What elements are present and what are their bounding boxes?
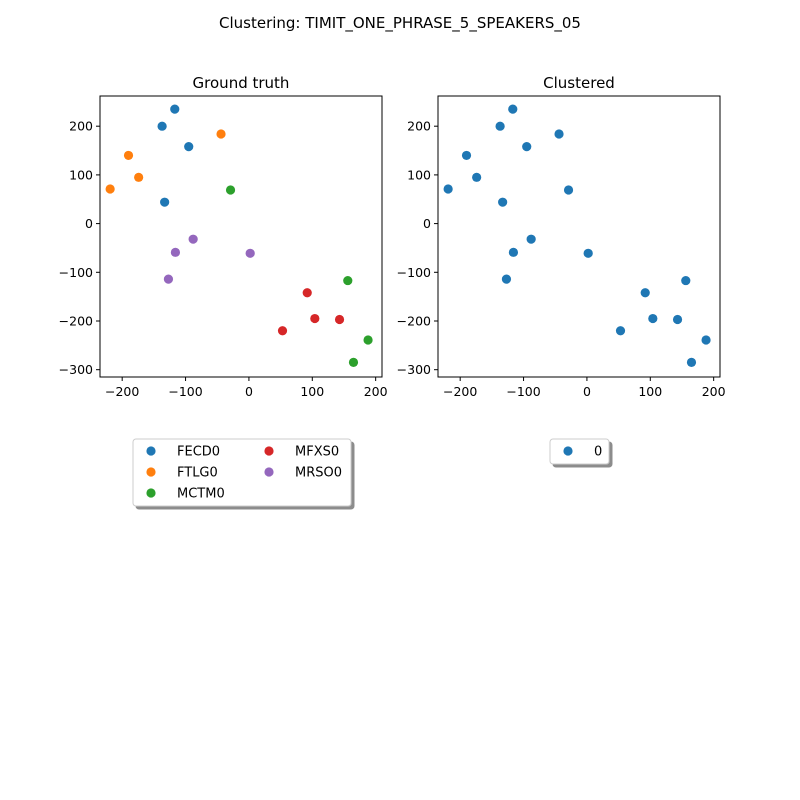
y-tick-label: 100 <box>407 167 431 182</box>
x-tick-label: −100 <box>506 384 540 399</box>
data-point <box>310 313 320 324</box>
data-point <box>640 288 650 298</box>
data-point <box>348 357 359 367</box>
y-tick-label: 200 <box>69 119 93 134</box>
legend-label: 0 <box>594 445 602 460</box>
data-point <box>686 357 697 367</box>
legend: 0 <box>549 438 610 465</box>
y-tick-label: −200 <box>59 313 93 328</box>
legend-marker <box>146 488 156 498</box>
legend-label: FECD0 <box>177 445 220 460</box>
data-point <box>170 247 181 257</box>
data-point <box>245 248 255 258</box>
data-point <box>563 185 574 195</box>
x-tick-label: 0 <box>245 384 253 399</box>
data-point <box>672 314 683 325</box>
y-tick-label: −100 <box>397 265 431 280</box>
y-tick-label: 0 <box>423 216 431 231</box>
axes-frame <box>437 95 721 378</box>
data-point <box>526 234 536 244</box>
figure-suptitle: Clustering: TIMIT_ONE_PHRASE_5_SPEAKERS_… <box>219 14 581 33</box>
legend-label: MRSO0 <box>295 466 342 481</box>
legend-marker <box>146 467 156 477</box>
y-tick-label: 200 <box>407 119 431 134</box>
data-point <box>170 104 180 114</box>
data-point <box>188 234 198 244</box>
data-point <box>508 247 519 257</box>
data-point <box>277 326 288 336</box>
data-point <box>472 172 482 182</box>
chart-title: Clustered <box>543 74 615 92</box>
data-point <box>522 142 532 152</box>
data-point <box>225 185 236 195</box>
data-point <box>648 313 658 324</box>
legend-label: MFXS0 <box>295 445 339 460</box>
data-point <box>583 248 593 258</box>
data-point <box>443 184 453 194</box>
x-tick-label: 100 <box>638 384 662 399</box>
data-point <box>343 275 353 286</box>
data-point <box>163 274 174 284</box>
data-point <box>681 275 691 286</box>
data-point <box>363 335 373 345</box>
x-tick-label: 0 <box>583 384 591 399</box>
axes-frame <box>99 95 383 378</box>
data-point <box>134 172 144 182</box>
data-point <box>508 104 518 114</box>
data-point <box>157 121 167 131</box>
data-point <box>461 150 472 161</box>
x-tick-label: 100 <box>300 384 324 399</box>
data-point <box>105 184 115 194</box>
data-point <box>302 288 312 298</box>
x-tick-label: 200 <box>702 384 726 399</box>
legend-box <box>549 438 610 465</box>
y-tick-label: −100 <box>59 265 93 280</box>
data-point <box>498 197 508 207</box>
legend-marker <box>146 446 156 456</box>
legend: FECD0 FTLG0 MCTM0 MFXS0 MRSO0 <box>132 438 352 507</box>
data-point <box>216 129 226 139</box>
y-tick-label: −300 <box>397 362 431 377</box>
x-tick-label: −200 <box>105 384 139 399</box>
legend-marker <box>563 446 573 456</box>
data-point <box>334 314 345 325</box>
data-point <box>554 129 564 139</box>
data-point <box>701 335 711 345</box>
legend-marker <box>264 446 274 456</box>
y-tick-label: −200 <box>397 313 431 328</box>
data-point <box>495 121 505 131</box>
data-point <box>160 197 170 207</box>
data-point <box>123 150 134 161</box>
y-tick-label: −300 <box>59 362 93 377</box>
x-tick-label: −100 <box>168 384 202 399</box>
data-point <box>615 326 626 336</box>
chart-panel-2: Clustered −200 −100 0 100 200 −300 −200 −100 0 100… <box>397 74 726 465</box>
legend-label: MCTM0 <box>177 487 225 502</box>
legend-box <box>132 438 352 507</box>
chart-panel-1: Ground truth −200 −100 0 100 200 −300 −200 −100 0… <box>59 74 388 507</box>
data-point <box>184 142 194 152</box>
data-point <box>501 274 512 284</box>
legend-label: FTLG0 <box>177 466 218 481</box>
y-tick-label: 100 <box>69 167 93 182</box>
x-tick-label: 200 <box>364 384 388 399</box>
legend-marker <box>264 467 274 477</box>
chart-title: Ground truth <box>193 74 290 92</box>
x-tick-label: −200 <box>443 384 477 399</box>
y-tick-label: 0 <box>85 216 93 231</box>
